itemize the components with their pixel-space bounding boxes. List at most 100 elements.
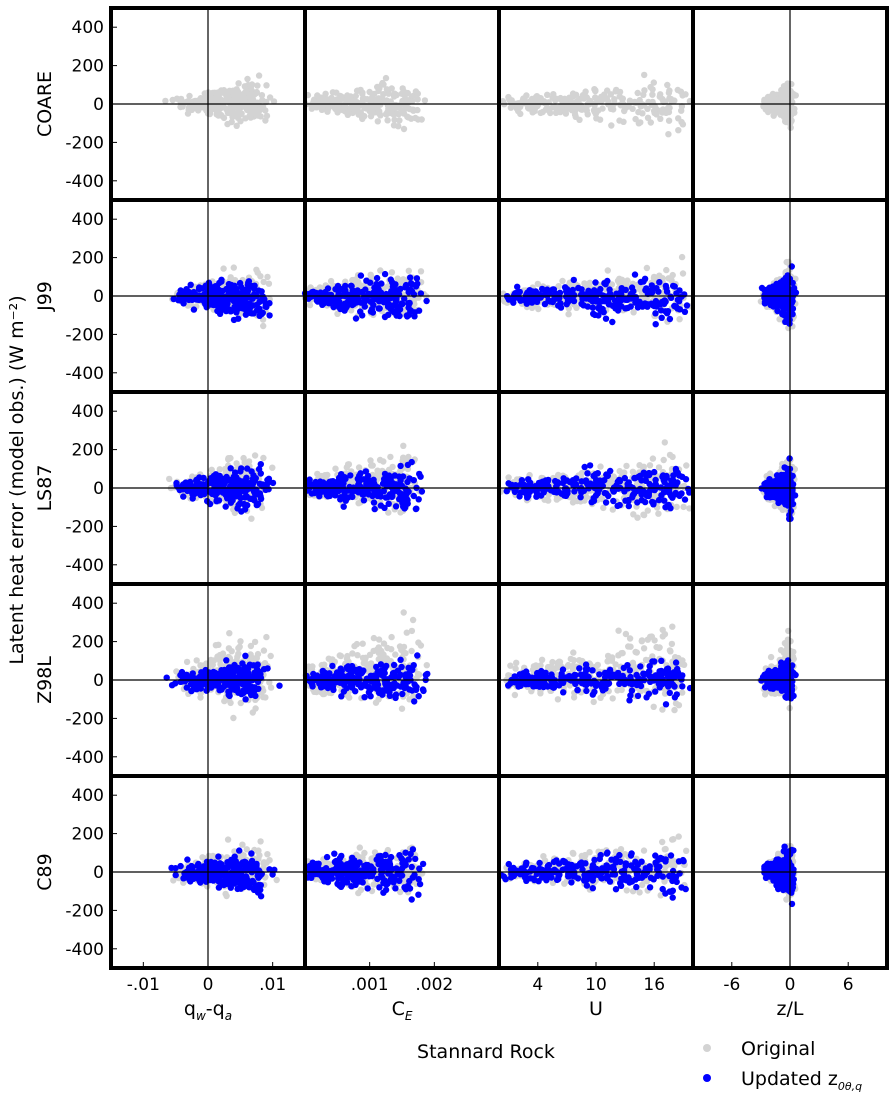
scatter-point <box>565 105 572 112</box>
scatter-point <box>529 97 537 104</box>
scatter-point <box>216 94 223 102</box>
scatter-point <box>257 838 264 845</box>
scatter-point <box>318 106 326 114</box>
scatter-point <box>195 104 203 112</box>
points-layer <box>162 71 800 908</box>
scatter-point <box>659 626 666 634</box>
scatter-point <box>604 267 611 274</box>
scatter-point <box>231 93 239 101</box>
scatter-point <box>665 117 673 124</box>
scatter-point <box>620 101 627 108</box>
scatter-point <box>270 98 278 105</box>
scatter-point <box>640 645 648 652</box>
scatter-point <box>229 106 236 114</box>
scatter-point <box>348 307 355 314</box>
scatter-point <box>414 96 421 103</box>
scatter-point <box>309 663 316 670</box>
scatter-point <box>597 694 604 701</box>
scatter-point <box>683 462 690 469</box>
scatter-point <box>359 654 367 662</box>
scatter-point <box>678 253 686 261</box>
scatter-point <box>263 82 270 89</box>
scatter-point <box>388 633 395 641</box>
scatter-point <box>332 465 339 472</box>
scatter-point <box>415 639 422 646</box>
scatter-point <box>555 283 562 290</box>
scatter-point <box>364 103 372 111</box>
scatter-point <box>224 836 232 843</box>
scatter-point <box>237 638 244 645</box>
scatter-point <box>544 91 551 99</box>
scatter-point <box>400 125 408 133</box>
scatter-point <box>395 123 402 130</box>
scatter-point <box>239 841 246 848</box>
scatter-point <box>258 504 266 512</box>
scatter-point <box>225 645 233 652</box>
scatter-point <box>260 647 268 654</box>
scatter-point <box>561 880 568 887</box>
scatter-point <box>388 269 396 276</box>
scatter-point <box>537 662 544 669</box>
scatter-point <box>380 91 387 98</box>
scatter-point <box>650 79 657 86</box>
scatter-point <box>666 95 673 102</box>
scatter-point <box>269 464 276 471</box>
scatter-point <box>306 301 314 309</box>
scatter-point <box>612 661 619 668</box>
scatter-point <box>776 316 783 323</box>
scatter-point <box>641 71 648 79</box>
scatter-point <box>661 439 668 446</box>
scatter-point <box>334 96 341 103</box>
scatter-point <box>559 277 566 285</box>
scatter-point <box>247 654 255 661</box>
scatter-point <box>394 275 401 282</box>
scatter-point <box>260 322 267 330</box>
scatter-point <box>228 118 235 126</box>
scatter-point <box>761 691 769 698</box>
scatter-point <box>775 107 782 114</box>
scatter-point <box>254 82 261 89</box>
scatter-point <box>264 273 271 281</box>
scatter-point <box>237 118 244 125</box>
scatter-point <box>409 616 417 624</box>
scatter-point <box>341 103 349 111</box>
scatter-point <box>604 652 612 660</box>
scatter-point <box>356 844 363 851</box>
scatter-point <box>388 85 395 92</box>
scatter-point <box>233 460 240 467</box>
scatter-point <box>375 87 382 95</box>
scatter-point <box>513 105 521 112</box>
scatter-point <box>650 703 657 710</box>
scatter-point <box>675 702 683 709</box>
scatter-point <box>586 279 594 286</box>
scatter-point <box>657 115 664 123</box>
scatter-point <box>659 633 666 640</box>
scatter-point <box>505 93 512 101</box>
scatter-point <box>565 311 572 318</box>
scatter-point <box>417 268 425 275</box>
scatter-point <box>634 89 641 97</box>
scatter-point <box>619 95 626 102</box>
scatter-point <box>611 96 618 103</box>
scatter-point <box>632 115 639 123</box>
scatter-point <box>233 122 240 129</box>
scatter-point <box>582 88 589 95</box>
scatter-point <box>253 266 260 273</box>
scatter-point <box>267 652 274 660</box>
scatter-point <box>215 110 223 118</box>
scatter-point <box>263 633 270 641</box>
scatter-point <box>400 442 407 449</box>
scatter-point <box>216 651 224 659</box>
scatter-point <box>255 72 263 79</box>
scatter-point <box>234 653 241 661</box>
scatter-point <box>683 847 690 854</box>
scatter-point <box>553 496 560 503</box>
scatter-point <box>644 114 652 122</box>
scatter-point <box>421 97 429 104</box>
scatter-point <box>222 97 229 104</box>
scatter-point <box>400 609 407 616</box>
scatter-point <box>370 881 377 888</box>
scatter-point <box>576 116 583 124</box>
scatter-point <box>592 87 599 94</box>
scatter-point <box>597 463 604 470</box>
